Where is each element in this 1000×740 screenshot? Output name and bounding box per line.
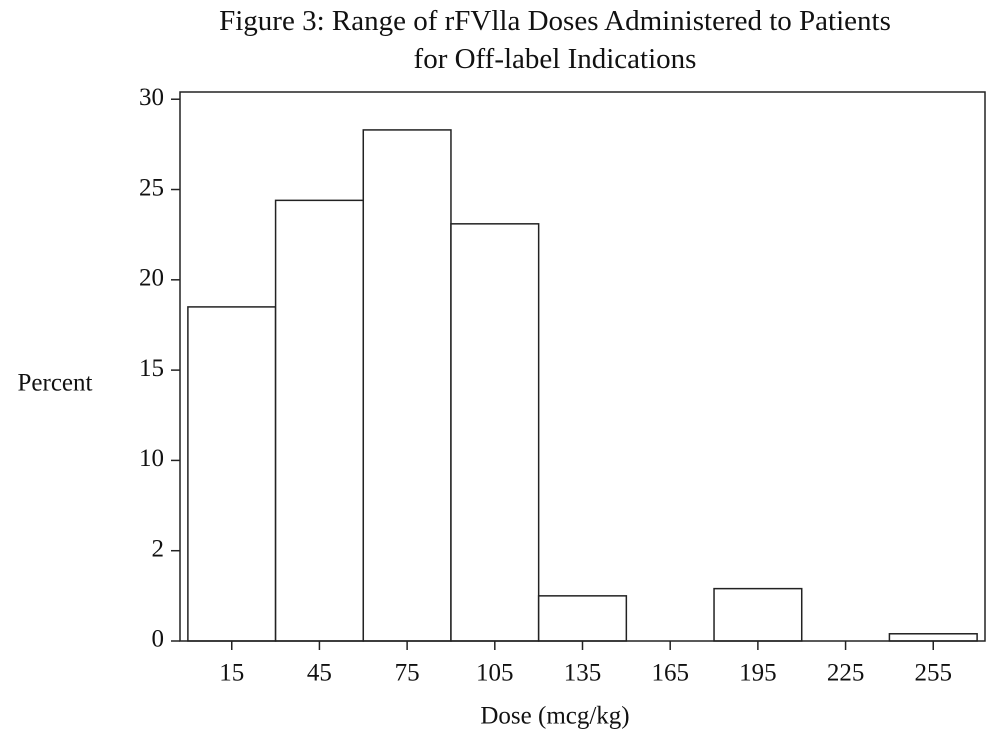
x-tick-label: 105	[476, 660, 514, 687]
y-axis-label: Percent	[18, 370, 93, 397]
bar	[274, 199, 365, 642]
bar	[888, 633, 978, 642]
x-tick-label: 45	[307, 660, 332, 687]
bar	[187, 306, 277, 642]
chart-title: Figure 3: Range of rFVlla Doses Administ…	[219, 5, 891, 75]
y-tick-label: 30	[139, 84, 164, 111]
bar	[537, 595, 628, 642]
y-tick-label: 25	[139, 174, 164, 201]
bar	[713, 587, 803, 642]
x-tick-label: 255	[915, 660, 953, 687]
x-tick-label: 135	[564, 660, 602, 687]
bar	[362, 129, 452, 642]
x-tick-label: 15	[219, 660, 244, 687]
bar	[450, 223, 540, 642]
x-tick-label: 165	[651, 660, 689, 687]
y-tick-label: 0	[152, 626, 165, 653]
x-tick-label: 195	[739, 660, 777, 687]
y-tick-label: 15	[139, 355, 164, 382]
y-tick-label: 20	[139, 265, 164, 292]
x-tick-label: 75	[395, 660, 420, 687]
x-tick-label: 225	[827, 660, 865, 687]
x-axis-label: Dose (mcg/kg)	[480, 703, 629, 730]
y-tick-label: 2	[152, 535, 165, 562]
y-tick-label: 10	[139, 445, 164, 472]
